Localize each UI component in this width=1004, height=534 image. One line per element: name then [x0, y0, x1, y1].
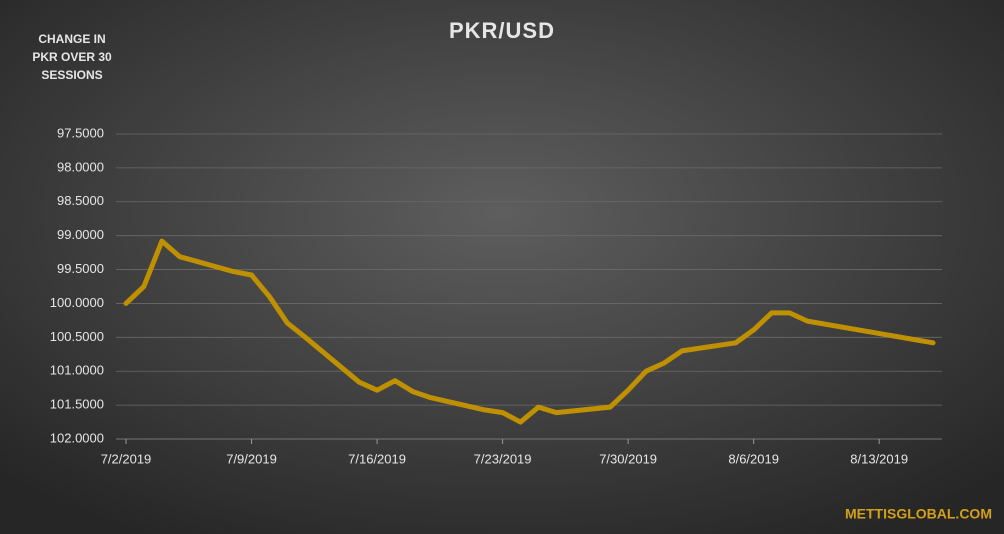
y-tick-label: 100.5000: [50, 329, 104, 344]
y-label: CHANGE IN: [38, 32, 105, 46]
line: [123, 238, 936, 425]
y-tick-label: 102.0000: [50, 430, 104, 445]
y-tick-label: 98.0000: [57, 159, 104, 174]
x-tick-label: 8/6/2019: [728, 451, 779, 466]
y-tick-label: 101.0000: [50, 363, 104, 378]
x-tick-label: 7/16/2019: [348, 451, 406, 466]
chart-title: PKR/USD: [449, 18, 555, 43]
x-tick-label: 7/30/2019: [599, 451, 657, 466]
y-tick-label: 99.5000: [57, 261, 104, 276]
y-tick-label: 100.0000: [50, 295, 104, 310]
y-tick-label: 101.5000: [50, 397, 104, 412]
x-tick-label: 8/13/2019: [850, 451, 908, 466]
x-tick-label: 7/9/2019: [226, 451, 277, 466]
y-label: SESSIONS: [41, 68, 102, 82]
y-tick-label: 97.5000: [57, 125, 104, 140]
y-label: PKR OVER 30: [32, 50, 112, 64]
x-tick-label: 7/23/2019: [474, 451, 532, 466]
y-tick-label: 98.5000: [57, 193, 104, 208]
x-tick-label: 7/2/2019: [101, 451, 152, 466]
watermark: METTISGLOBAL.COM: [845, 506, 992, 522]
y-tick-label: 99.0000: [57, 227, 104, 242]
